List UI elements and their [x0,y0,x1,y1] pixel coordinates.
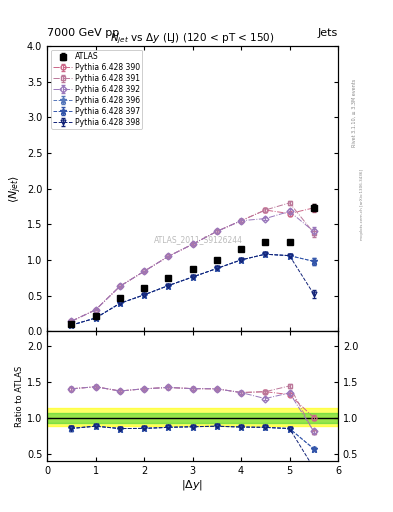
Text: Rivet 3.1.10, ≥ 3.3M events: Rivet 3.1.10, ≥ 3.3M events [352,78,357,147]
Y-axis label: Ratio to ATLAS: Ratio to ATLAS [15,366,24,426]
Text: mcplots.cern.ch [arXiv:1306.3436]: mcplots.cern.ch [arXiv:1306.3436] [360,169,364,240]
Text: 7000 GeV pp: 7000 GeV pp [47,28,119,38]
X-axis label: $|\Delta y|$: $|\Delta y|$ [182,478,204,493]
Legend: ATLAS, Pythia 6.428 390, Pythia 6.428 391, Pythia 6.428 392, Pythia 6.428 396, P: ATLAS, Pythia 6.428 390, Pythia 6.428 39… [51,50,142,129]
Text: Jets: Jets [318,28,338,38]
Bar [47,413,338,422]
Text: ATLAS_2011_S9126244: ATLAS_2011_S9126244 [154,236,243,244]
Y-axis label: $\langle N_{jet}\rangle$: $\langle N_{jet}\rangle$ [7,175,24,203]
Title: $N_{jet}$ vs $\Delta y$ (LJ) (120 < pT < 150): $N_{jet}$ vs $\Delta y$ (LJ) (120 < pT <… [110,32,275,46]
Bar [47,408,338,426]
